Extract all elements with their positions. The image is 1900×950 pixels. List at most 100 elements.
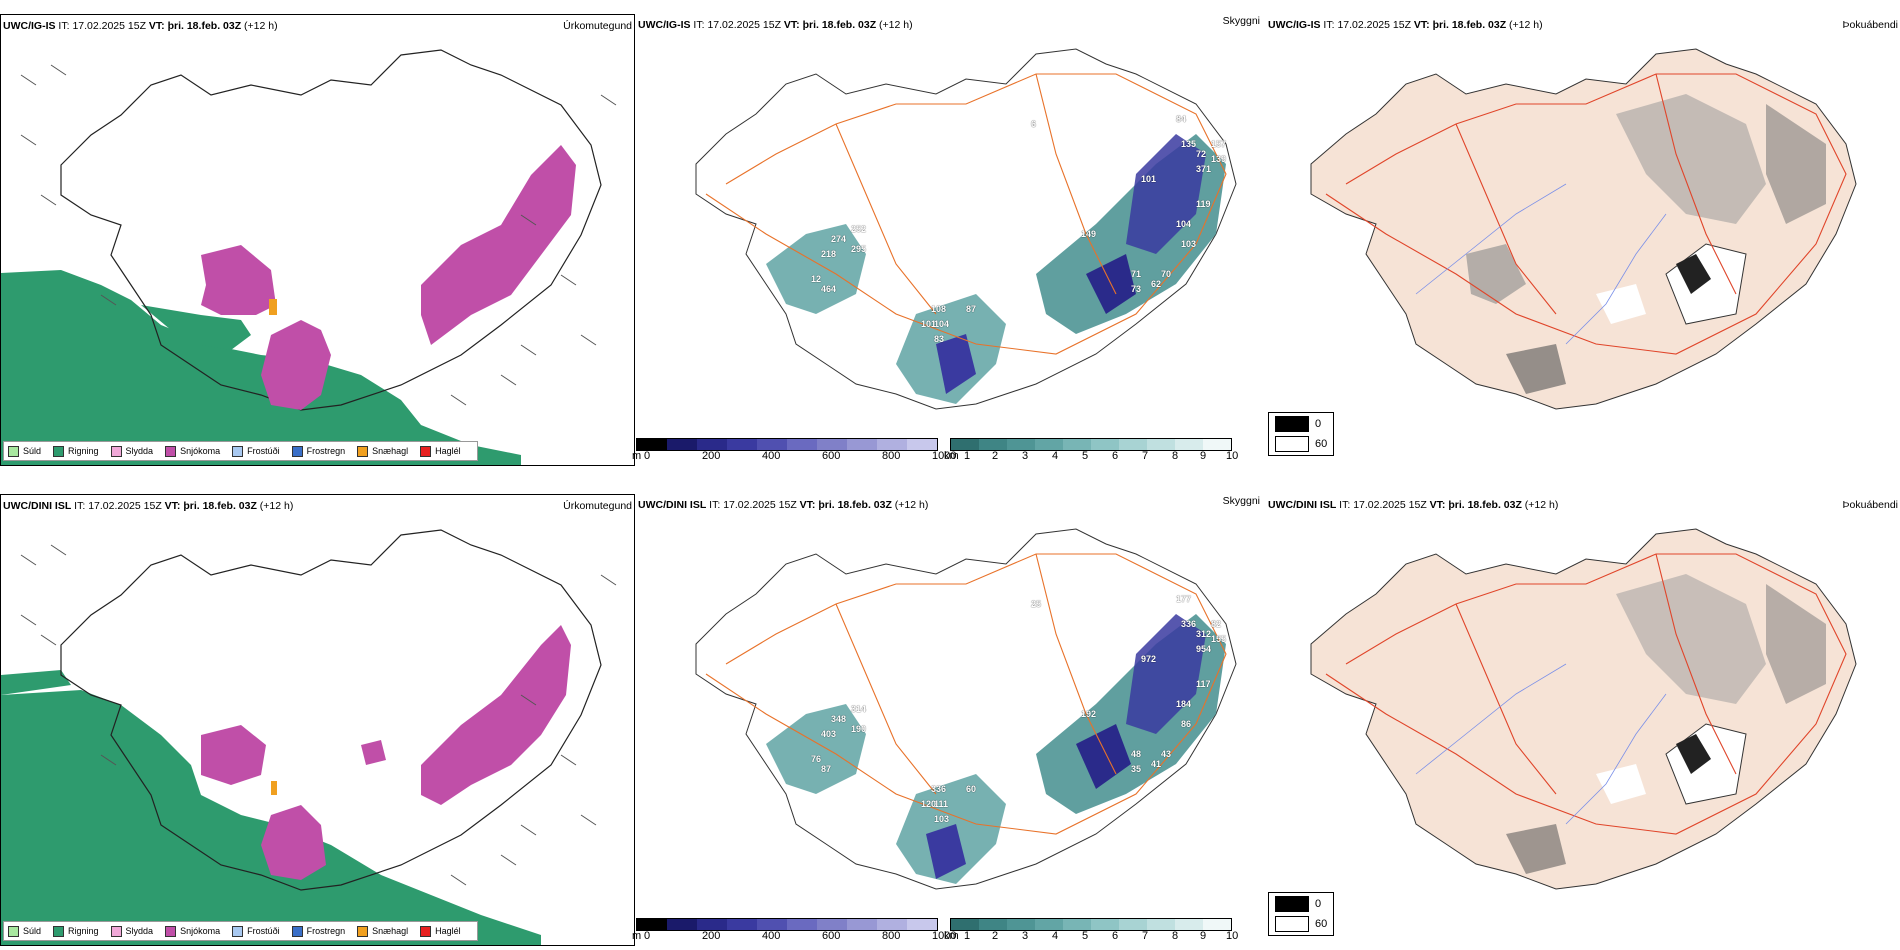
colorbar-cell bbox=[1203, 439, 1231, 450]
visibility-value-label: 119 bbox=[1196, 199, 1211, 209]
colorbar-cell bbox=[1119, 439, 1147, 450]
fog-map-bottom bbox=[1310, 528, 1857, 890]
visibility-value-label: 117 bbox=[1196, 679, 1211, 689]
colorbar-cell bbox=[907, 439, 937, 450]
visibility-value-label: 190 bbox=[851, 724, 867, 734]
colorbar-cell bbox=[727, 919, 757, 930]
tick-label: 200 bbox=[702, 930, 721, 942]
fog-key-item: 0 bbox=[1275, 416, 1327, 432]
fog-key-top: 0 60 bbox=[1268, 412, 1335, 456]
colorbar-cell bbox=[847, 919, 877, 930]
visibility-value-label: 274 bbox=[831, 234, 847, 244]
tick-label: 1 bbox=[964, 450, 971, 462]
visibility-title: Skyggni bbox=[1222, 495, 1260, 507]
visibility-value-label: 403 bbox=[821, 729, 837, 739]
it-value: 17.02.2025 15Z bbox=[1337, 19, 1411, 31]
swatch bbox=[1275, 896, 1309, 912]
colorbar-cell bbox=[1063, 439, 1091, 450]
vt-label: VT: bbox=[799, 499, 816, 511]
it-value: 17.02.2025 15Z bbox=[88, 500, 162, 512]
it-label: IT: bbox=[709, 499, 721, 511]
legend-label: Slydda bbox=[125, 446, 154, 456]
visibility-value-label: 72 bbox=[1196, 149, 1207, 159]
swatch bbox=[8, 925, 19, 937]
visibility-value-label: 218 bbox=[821, 249, 837, 259]
legend-item: Frostregn bbox=[291, 925, 346, 937]
visibility-value-label: 82 bbox=[1211, 619, 1222, 629]
swatch bbox=[110, 925, 122, 937]
visibility-value-label: 83 bbox=[934, 334, 945, 344]
visibility-value-label: 86 bbox=[1181, 719, 1192, 729]
tick-label: 800 bbox=[882, 930, 901, 942]
visibility-value-label: 70 bbox=[1161, 269, 1172, 279]
colorbar-cell bbox=[1119, 919, 1147, 930]
tick-label: 400 bbox=[762, 930, 781, 942]
visibility-map-top bbox=[695, 48, 1237, 410]
legend-item: Snæhagl bbox=[357, 445, 409, 457]
visibility-value-label: 111 bbox=[934, 799, 949, 809]
precip-map-top bbox=[1, 15, 634, 465]
colorbar-cell bbox=[697, 919, 727, 930]
legend-item: Snjókoma bbox=[165, 925, 220, 937]
visibility-value-label: 12 bbox=[811, 274, 822, 284]
visibility-value-label: 104 bbox=[1176, 219, 1192, 229]
vt-label: VT: bbox=[1429, 499, 1446, 511]
ceiling-ticks-bottom: m 0 200 400 600 800 1000 bbox=[632, 930, 956, 944]
legend-item: Súld bbox=[8, 925, 41, 937]
lead-time: (+12 h) bbox=[894, 499, 929, 511]
legend-label: Snæhagl bbox=[372, 446, 409, 456]
unit-label: m bbox=[632, 930, 642, 942]
visibility-value-label: 954 bbox=[1196, 644, 1212, 654]
swatch bbox=[232, 445, 244, 457]
legend-item: Frostregn bbox=[291, 445, 345, 457]
visibility-value-label: 108 bbox=[931, 304, 947, 314]
visibility-value-label: 295 bbox=[851, 244, 867, 254]
it-label: IT: bbox=[58, 20, 70, 32]
visibility-value-label: 76 bbox=[811, 754, 822, 764]
visibility-value-label: 177 bbox=[1176, 594, 1192, 604]
fog-header-top: UWC/IG-IS IT: 17.02.2025 15Z VT: þri. 18… bbox=[1268, 18, 1898, 32]
colorbar-cell bbox=[697, 439, 727, 450]
swatch bbox=[165, 445, 177, 457]
fog-key-item: 60 bbox=[1275, 916, 1327, 932]
model-name: UWC/IG-IS bbox=[638, 19, 691, 31]
visibility-title: Skyggni bbox=[1222, 15, 1260, 27]
swatch bbox=[232, 925, 244, 937]
fog-title: Þokuábendi bbox=[1842, 19, 1898, 31]
ceiling-ticks-top: m 0 200 400 600 800 1000 bbox=[632, 450, 956, 464]
visibility-value-label: 103 bbox=[1181, 239, 1197, 249]
swatch bbox=[110, 445, 122, 457]
vt-label: VT: bbox=[148, 20, 165, 32]
tick-label: 9 bbox=[1200, 450, 1207, 462]
visibility-value-label: 120 bbox=[921, 799, 937, 809]
fog-key-label: 60 bbox=[1315, 437, 1328, 450]
fog-key-item: 0 bbox=[1275, 896, 1327, 912]
it-value: 17.02.2025 15Z bbox=[72, 20, 146, 32]
visibility-value-label: 972 bbox=[1141, 654, 1157, 664]
colorbar-cell bbox=[1063, 919, 1091, 930]
tick-label: 0 bbox=[644, 930, 651, 942]
vt-value: þri. 18.feb. 03Z bbox=[1432, 19, 1507, 31]
fog-panel-bottom: UWC/DINI ISL IT: 17.02.2025 15Z VT: þri.… bbox=[1266, 494, 1900, 944]
colorbar-cell bbox=[727, 439, 757, 450]
tick-label: 2 bbox=[992, 450, 999, 462]
visibility-value-label: 336 bbox=[931, 784, 947, 794]
visibility-value-label: 135 bbox=[1181, 139, 1197, 149]
colorbar-cell bbox=[637, 919, 667, 930]
fog-key-label: 0 bbox=[1315, 417, 1322, 430]
legend-item: Haglél bbox=[420, 925, 461, 937]
tick-label: 3 bbox=[1022, 930, 1029, 942]
colorbar-cell bbox=[667, 919, 697, 930]
visibility-value-label: 35 bbox=[1131, 764, 1142, 774]
tick-label: 4 bbox=[1052, 930, 1059, 942]
tick-label: 600 bbox=[822, 450, 841, 462]
it-label: IT: bbox=[1323, 19, 1335, 31]
legend-item: Frostúði bbox=[232, 925, 280, 937]
visibility-value-label: 184 bbox=[1176, 699, 1192, 709]
precip-panel-top: UWC/IG-IS IT: 17.02.2025 15Z VT: þri. 18… bbox=[0, 14, 635, 466]
legend-label: Rigning bbox=[68, 926, 99, 936]
visibility-value-label: 62 bbox=[1151, 279, 1162, 289]
legend-item: Slydda bbox=[110, 925, 153, 937]
legend-label: Frostregn bbox=[306, 926, 346, 936]
it-label: IT: bbox=[74, 500, 86, 512]
